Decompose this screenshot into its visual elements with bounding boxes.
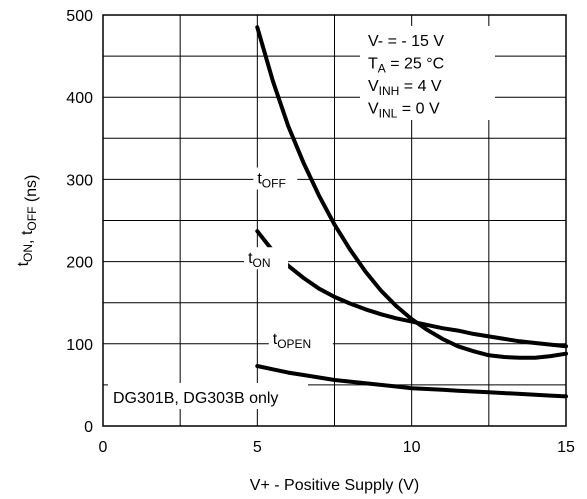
series-line-tOFF [255,25,568,360]
series-label-tOFF: tOFF [257,171,285,191]
y-axis-title: tON, tOFF (ns) [15,175,40,267]
series-label-bg [244,247,289,270]
series-line-tOPEN [255,364,568,399]
y-tick-label: 0 [84,419,93,436]
series-lines [255,25,568,399]
conditions-box-bg [360,26,495,120]
y-tick-label: 100 [66,337,93,354]
condition-label: V- = - 15 V [368,33,444,50]
x-tick-label: 5 [253,439,262,456]
series-line-tON [255,229,568,349]
x-tick-label: 10 [403,439,421,456]
condition-label: TA = 25 °C [368,56,444,76]
y-tick-label: 400 [66,90,93,107]
x-tick-label: 15 [557,439,575,456]
series-label-tOPEN: tOPEN [273,331,311,351]
series-label-bg [268,327,333,350]
note-label: DG301B, DG303B only [113,390,278,407]
y-tick-label: 500 [66,8,93,25]
series-label-tON: tON [248,250,270,270]
axes: 0 5 10 15 0 100 200 300 400 500 V+ - Positive Supp… [15,8,575,494]
labels: tOFF tON tOPEN [244,167,333,351]
condition-label: VINH = 4 V [368,78,442,98]
note-bg [108,383,308,409]
condition-label: VINL = 0 V [368,101,440,121]
x-axis-title: V+ - Positive Supply (V) [250,477,419,494]
x-tick-label: 0 [99,439,108,456]
y-tick-label: 300 [66,172,93,189]
series-label-bg [253,167,298,190]
plot-frame [102,14,567,427]
y-tick-label: 200 [66,255,93,272]
